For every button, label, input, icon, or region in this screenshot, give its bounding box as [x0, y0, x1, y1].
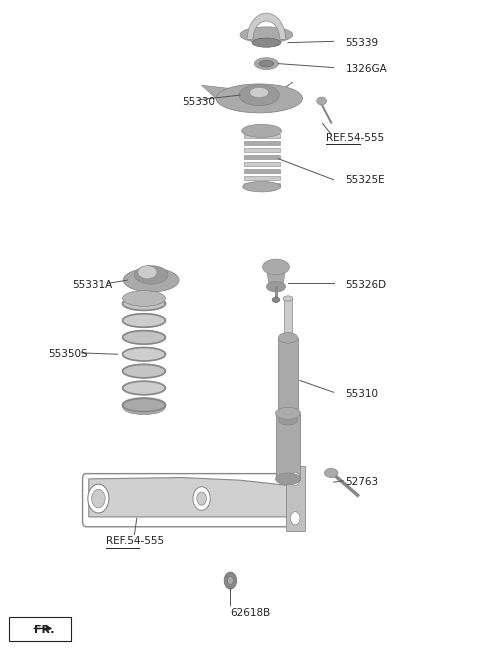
- FancyBboxPatch shape: [278, 338, 298, 420]
- Ellipse shape: [263, 259, 289, 275]
- Polygon shape: [89, 478, 288, 517]
- Ellipse shape: [278, 333, 298, 343]
- Ellipse shape: [266, 281, 286, 292]
- FancyBboxPatch shape: [244, 134, 279, 138]
- Ellipse shape: [92, 489, 105, 508]
- FancyBboxPatch shape: [286, 466, 305, 531]
- FancyBboxPatch shape: [244, 155, 279, 159]
- Ellipse shape: [254, 58, 278, 70]
- Ellipse shape: [240, 27, 293, 43]
- Polygon shape: [122, 381, 166, 395]
- Text: 55310: 55310: [346, 388, 379, 399]
- Ellipse shape: [272, 297, 280, 302]
- FancyBboxPatch shape: [244, 162, 279, 166]
- Ellipse shape: [243, 181, 280, 192]
- Ellipse shape: [197, 492, 206, 505]
- Ellipse shape: [88, 484, 109, 513]
- Polygon shape: [122, 314, 166, 327]
- Text: 52763: 52763: [346, 477, 379, 487]
- Ellipse shape: [239, 85, 279, 106]
- Polygon shape: [122, 398, 166, 411]
- Text: FR.: FR.: [34, 625, 54, 635]
- FancyBboxPatch shape: [284, 298, 292, 338]
- FancyBboxPatch shape: [244, 141, 279, 145]
- FancyBboxPatch shape: [276, 413, 300, 479]
- Ellipse shape: [283, 296, 293, 301]
- Polygon shape: [271, 82, 293, 98]
- Polygon shape: [122, 297, 166, 310]
- Ellipse shape: [216, 84, 302, 113]
- Polygon shape: [122, 348, 166, 361]
- Ellipse shape: [123, 268, 179, 292]
- Ellipse shape: [290, 512, 300, 525]
- Ellipse shape: [193, 487, 210, 510]
- Text: 55330: 55330: [182, 96, 216, 107]
- FancyBboxPatch shape: [244, 169, 279, 173]
- Ellipse shape: [134, 266, 168, 284]
- Text: 55331A: 55331A: [72, 280, 112, 291]
- Text: 55339: 55339: [346, 37, 379, 48]
- Text: 55350S: 55350S: [48, 349, 88, 359]
- Ellipse shape: [276, 473, 300, 485]
- Ellipse shape: [122, 291, 166, 306]
- Ellipse shape: [252, 38, 281, 47]
- Polygon shape: [202, 85, 230, 98]
- Ellipse shape: [290, 472, 300, 485]
- Text: REF.54-555: REF.54-555: [106, 536, 164, 546]
- Ellipse shape: [250, 87, 269, 98]
- Text: 55325E: 55325E: [346, 175, 385, 186]
- Ellipse shape: [278, 415, 298, 425]
- Polygon shape: [266, 267, 286, 287]
- Ellipse shape: [138, 266, 157, 279]
- Ellipse shape: [242, 125, 281, 137]
- FancyBboxPatch shape: [244, 176, 279, 180]
- Text: REF.54-555: REF.54-555: [326, 133, 384, 143]
- FancyBboxPatch shape: [244, 183, 279, 186]
- FancyBboxPatch shape: [244, 148, 279, 152]
- Ellipse shape: [276, 407, 300, 419]
- Ellipse shape: [317, 97, 326, 105]
- Text: 62618B: 62618B: [230, 608, 271, 619]
- Circle shape: [224, 572, 237, 589]
- Circle shape: [228, 577, 233, 584]
- Wedge shape: [247, 13, 286, 39]
- Text: 55326D: 55326D: [346, 280, 387, 291]
- Polygon shape: [122, 331, 166, 344]
- Ellipse shape: [324, 468, 338, 478]
- Ellipse shape: [122, 399, 166, 415]
- Ellipse shape: [259, 60, 274, 67]
- Polygon shape: [122, 364, 166, 378]
- Text: 1326GA: 1326GA: [346, 64, 387, 74]
